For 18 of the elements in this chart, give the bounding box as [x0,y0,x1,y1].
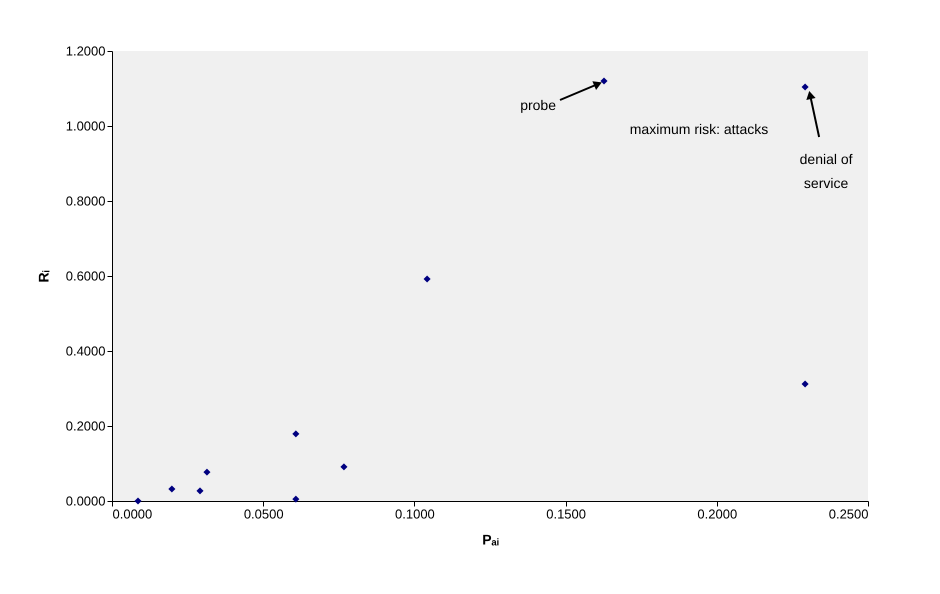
x-tick-label: 0.2000 [697,506,738,522]
y-tick-label: 0.4000 [66,344,106,358]
x-tick-label: 0.1000 [395,506,435,522]
x-tick-label: 0.2500 [828,506,868,522]
x-tick-label: 0.1500 [546,506,586,522]
y-axis-title: Rᵢ [36,270,52,283]
annotation: probe [520,97,556,113]
y-tick-label: 1.0000 [66,118,106,134]
x-tick-label: 0.0000 [112,506,152,522]
y-tick-label: 0.8000 [66,194,106,208]
annotation: denial of service [800,151,853,191]
y-tick-label: 0.2000 [66,418,106,434]
x-tick-label: 0.0500 [244,506,284,522]
y-tick-label: 0.6000 [66,268,106,284]
y-tick-label: 1.2000 [66,44,106,58]
x-axis-title: Pₐᵢ [482,532,499,548]
y-tick-label: 0.0000 [66,494,106,508]
annotation: maximum risk: attacks [630,121,768,137]
